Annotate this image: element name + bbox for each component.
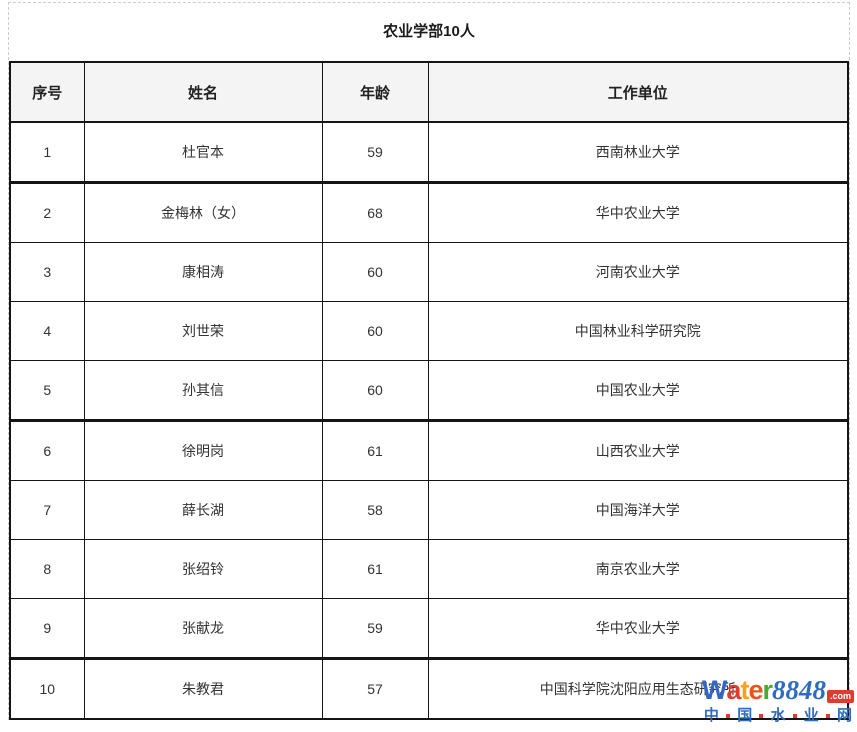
cell-name: 朱教君 xyxy=(83,658,323,720)
cell-index: 3 xyxy=(9,242,85,302)
table-row: 3 康相涛 60 河南农业大学 xyxy=(9,242,849,302)
cell-age: 61 xyxy=(321,539,429,599)
table-row: 6 徐明岗 61 山西农业大学 xyxy=(9,420,849,481)
members-table: 序号 姓名 年龄 工作单位 1 杜官本 59 西南林业大学 2 金梅林（女） 68 华中农业大… xyxy=(9,61,849,720)
cell-index: 6 xyxy=(9,420,85,481)
cell-age: 60 xyxy=(321,242,429,302)
cell-unit: 山西农业大学 xyxy=(427,420,849,481)
cell-index: 2 xyxy=(9,182,85,243)
cell-name: 杜官本 xyxy=(83,121,323,184)
cell-age: 59 xyxy=(321,121,429,184)
cell-name: 徐明岗 xyxy=(83,420,323,481)
table-body: 1 杜官本 59 西南林业大学 2 金梅林（女） 68 华中农业大学 3 康相涛 60 河南农业大学 4… xyxy=(9,121,849,720)
col-header-unit: 工作单位 xyxy=(427,61,849,123)
cell-unit: 西南林业大学 xyxy=(427,121,849,184)
cell-name: 康相涛 xyxy=(83,242,323,302)
col-header-name: 姓名 xyxy=(83,61,323,123)
cell-index: 8 xyxy=(9,539,85,599)
cell-age: 61 xyxy=(321,420,429,481)
cell-index: 5 xyxy=(9,360,85,422)
col-header-age: 年龄 xyxy=(321,61,429,123)
cell-unit: 河南农业大学 xyxy=(427,242,849,302)
table-row: 8 张绍铃 61 南京农业大学 xyxy=(9,539,849,599)
cell-age: 59 xyxy=(321,598,429,660)
cell-index: 1 xyxy=(9,121,85,184)
col-header-index: 序号 xyxy=(9,61,85,123)
cell-age: 58 xyxy=(321,480,429,540)
table-row: 9 张献龙 59 华中农业大学 xyxy=(9,598,849,660)
cell-name: 张献龙 xyxy=(83,598,323,660)
table-row: 7 薛长湖 58 中国海洋大学 xyxy=(9,480,849,540)
cell-name: 金梅林（女） xyxy=(83,182,323,243)
cell-age: 68 xyxy=(321,182,429,243)
cell-unit: 南京农业大学 xyxy=(427,539,849,599)
cell-unit: 华中农业大学 xyxy=(427,182,849,243)
table-title: 农业学部10人 xyxy=(9,3,849,61)
table-row: 4 刘世荣 60 中国林业科学研究院 xyxy=(9,301,849,361)
cell-unit: 中国农业大学 xyxy=(427,360,849,422)
cell-unit: 中国科学院沈阳应用生态研究所 xyxy=(427,658,849,720)
cell-index: 7 xyxy=(9,480,85,540)
content-frame: 农业学部10人 序号 姓名 年龄 工作单位 1 杜官本 59 西南林业大学 2 金梅林（女… xyxy=(8,2,850,720)
cell-name: 孙其信 xyxy=(83,360,323,422)
cell-name: 薛长湖 xyxy=(83,480,323,540)
table-row: 2 金梅林（女） 68 华中农业大学 xyxy=(9,182,849,243)
cell-index: 9 xyxy=(9,598,85,660)
cell-index: 4 xyxy=(9,301,85,361)
cell-age: 57 xyxy=(321,658,429,720)
table-row: 5 孙其信 60 中国农业大学 xyxy=(9,360,849,422)
cell-unit: 中国海洋大学 xyxy=(427,480,849,540)
table-row: 10 朱教君 57 中国科学院沈阳应用生态研究所 xyxy=(9,658,849,720)
cell-unit: 华中农业大学 xyxy=(427,598,849,660)
cell-index: 10 xyxy=(9,658,85,720)
header-row: 序号 姓名 年龄 工作单位 xyxy=(9,61,849,123)
cell-unit: 中国林业科学研究院 xyxy=(427,301,849,361)
cell-age: 60 xyxy=(321,301,429,361)
table-row: 1 杜官本 59 西南林业大学 xyxy=(9,121,849,184)
cell-name: 刘世荣 xyxy=(83,301,323,361)
cell-age: 60 xyxy=(321,360,429,422)
cell-name: 张绍铃 xyxy=(83,539,323,599)
